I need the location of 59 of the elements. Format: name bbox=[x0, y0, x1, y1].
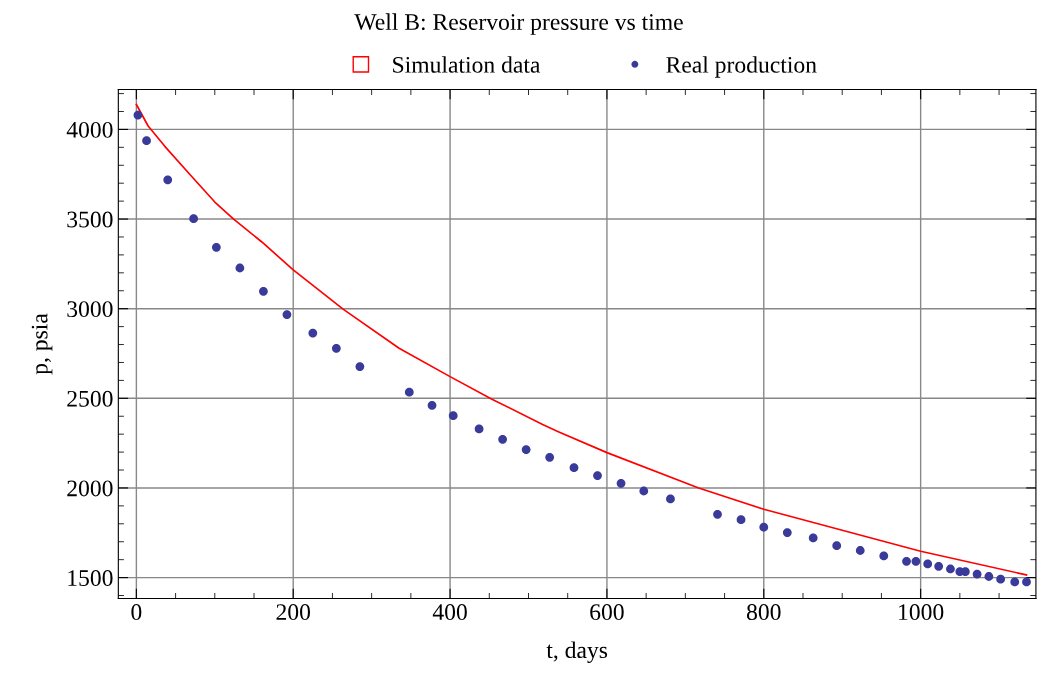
x-tick-label: 400 bbox=[432, 604, 467, 621]
x-tick-label: 800 bbox=[746, 604, 781, 621]
point bbox=[808, 533, 818, 543]
point bbox=[984, 572, 994, 581]
point bbox=[211, 242, 221, 252]
point bbox=[142, 136, 151, 146]
point bbox=[545, 452, 555, 462]
legend-label: Simulation data bbox=[393, 56, 541, 73]
point bbox=[448, 411, 458, 421]
x-tick-label: 0 bbox=[131, 604, 142, 621]
point bbox=[946, 564, 955, 574]
chart-title: Well B: Reservoir pressure vs time bbox=[354, 13, 683, 35]
point bbox=[282, 310, 292, 319]
point bbox=[133, 110, 143, 120]
point bbox=[235, 263, 245, 273]
y-tick-label: 4000 bbox=[66, 121, 113, 138]
point bbox=[736, 515, 746, 525]
y-tick-label: 1500 bbox=[68, 570, 113, 587]
point bbox=[713, 509, 722, 519]
point bbox=[902, 556, 911, 566]
y-tick-label: 3500 bbox=[67, 211, 113, 228]
point bbox=[308, 328, 318, 338]
point bbox=[1010, 577, 1020, 587]
y-tick-label: 2000 bbox=[67, 480, 113, 497]
point bbox=[855, 546, 865, 555]
point bbox=[934, 561, 944, 571]
point bbox=[355, 362, 365, 371]
line-series bbox=[135, 103, 1028, 576]
point bbox=[189, 214, 199, 224]
x-tick-label: 200 bbox=[276, 604, 311, 621]
point bbox=[911, 556, 921, 566]
point bbox=[521, 445, 531, 454]
point bbox=[639, 486, 649, 496]
point bbox=[498, 434, 508, 444]
point bbox=[331, 343, 341, 353]
y-tick-label: 3000 bbox=[67, 301, 113, 318]
point bbox=[593, 471, 602, 480]
x-tick-label: 600 bbox=[590, 604, 624, 621]
point bbox=[259, 286, 268, 296]
point bbox=[759, 522, 769, 532]
point bbox=[666, 494, 675, 504]
point bbox=[427, 400, 437, 410]
point bbox=[972, 569, 982, 579]
point bbox=[616, 478, 626, 488]
y-tick-label: 2500 bbox=[67, 390, 113, 407]
point bbox=[782, 528, 792, 537]
x-tick-label: 1000 bbox=[899, 604, 944, 621]
legend-label: Real production bbox=[666, 56, 817, 78]
point bbox=[163, 175, 173, 185]
point bbox=[404, 387, 414, 397]
point bbox=[1022, 577, 1031, 587]
point bbox=[569, 463, 579, 473]
x-axis-title: t, days bbox=[546, 641, 608, 663]
point bbox=[923, 559, 933, 569]
y-axis-title: p, psia bbox=[31, 313, 53, 375]
point bbox=[832, 541, 842, 551]
point bbox=[879, 551, 889, 561]
point bbox=[996, 574, 1006, 584]
point bbox=[474, 424, 484, 434]
